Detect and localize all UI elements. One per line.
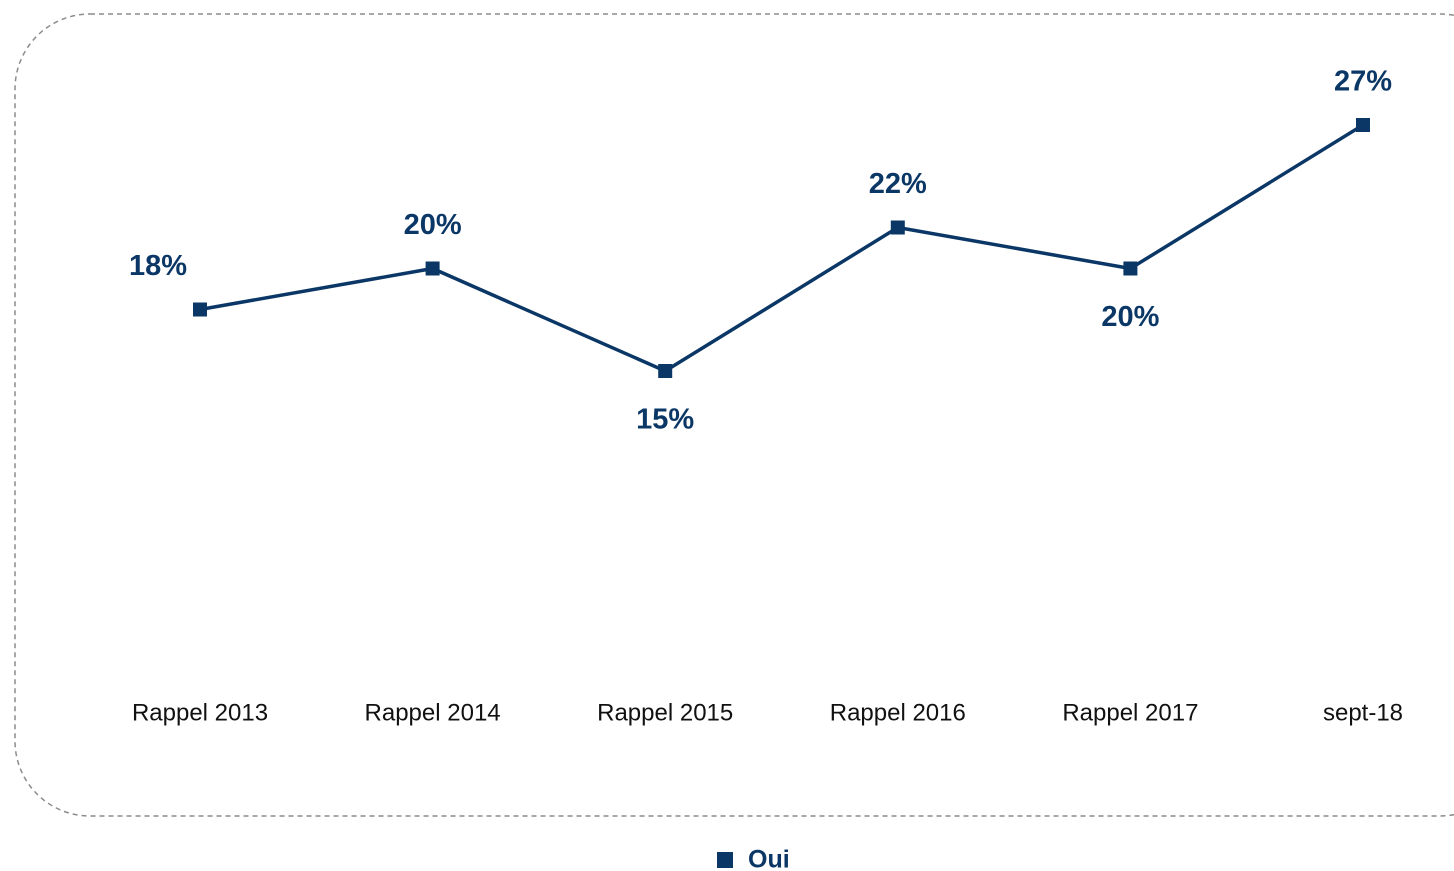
plot-frame: [14, 13, 1454, 817]
marker: [1123, 261, 1138, 276]
x-tick-label: Rappel 2013: [132, 699, 268, 726]
data-label: 15%: [636, 404, 694, 436]
x-tick-label: Rappel 2016: [830, 699, 966, 726]
legend-swatch: [717, 852, 733, 868]
data-label: 20%: [404, 209, 462, 241]
x-tick-label: Rappel 2017: [1062, 699, 1198, 726]
x-tick-label: Rappel 2015: [597, 699, 733, 726]
data-label: 27%: [1334, 66, 1392, 98]
marker: [890, 220, 905, 235]
marker: [1356, 118, 1370, 132]
data-label: 20%: [1101, 301, 1159, 333]
line: [199, 123, 1364, 373]
marker: [658, 364, 673, 378]
data-label: 18%: [129, 250, 187, 282]
x-tick-label: sept-18: [1323, 699, 1403, 726]
marker: [193, 302, 207, 317]
marker: [425, 261, 440, 276]
data-label: 22%: [869, 168, 927, 200]
legend-label: Oui: [748, 846, 790, 871]
x-tick-label: Rappel 2014: [365, 699, 501, 726]
